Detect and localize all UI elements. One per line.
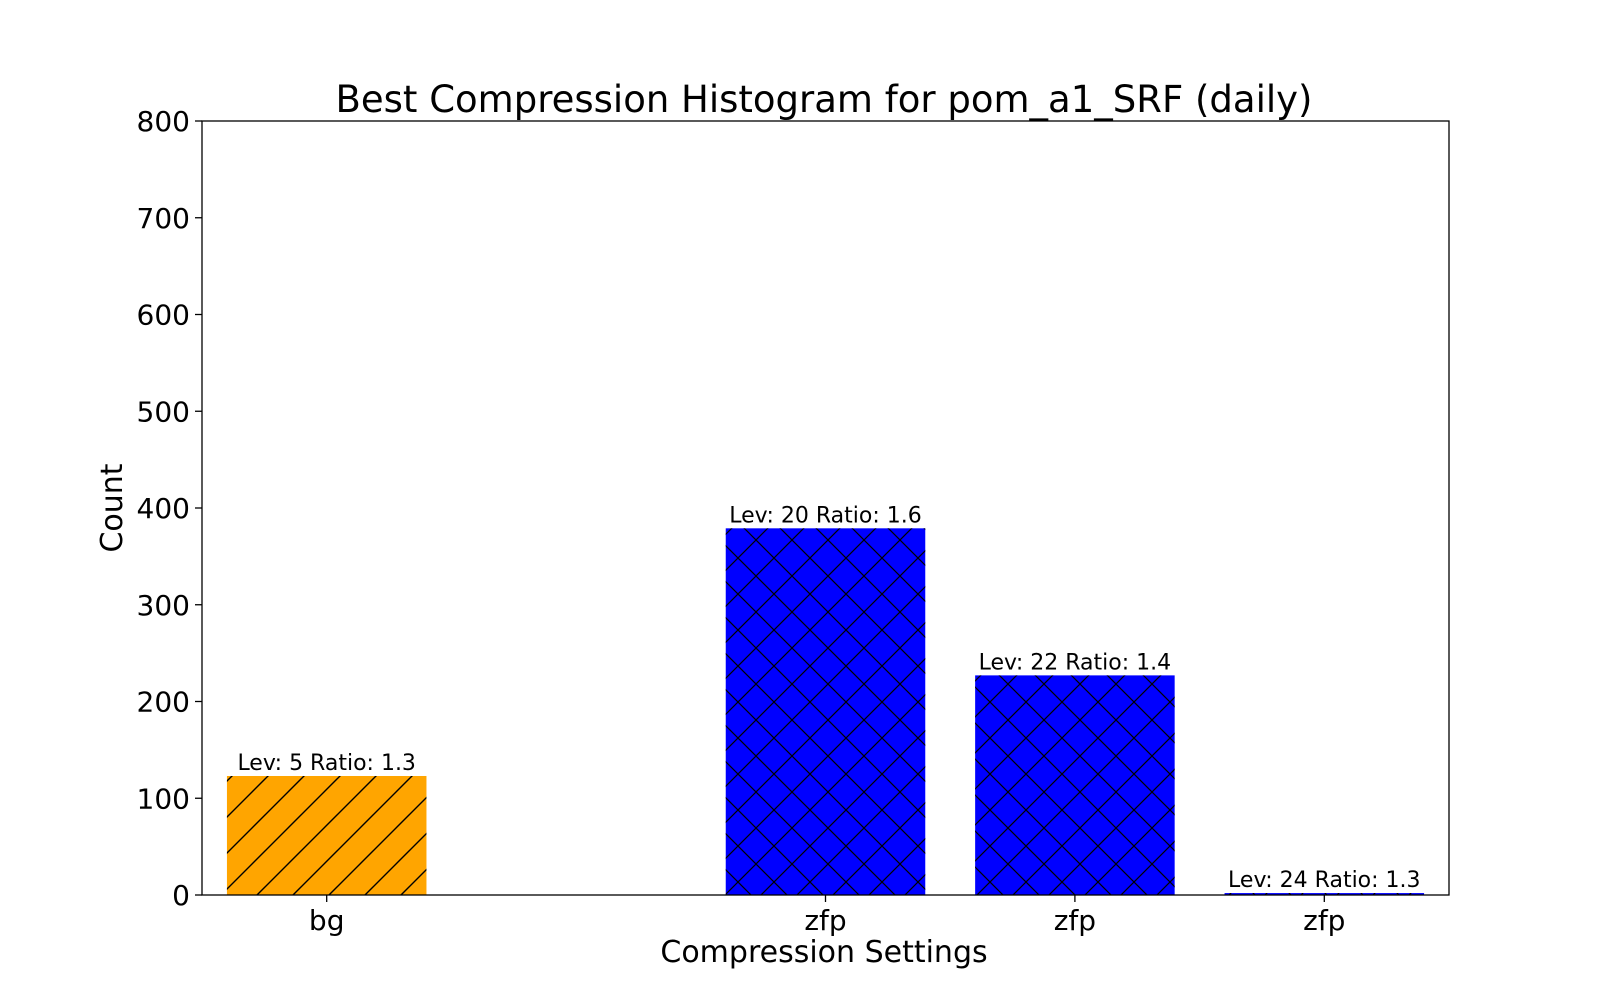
x-axis: bg zfp zfp zfp — [309, 895, 1345, 937]
x-axis-label: Compression Settings — [660, 935, 987, 970]
y-tick-label: 800 — [137, 105, 190, 138]
bar-value-label: Lev: 24 Ratio: 1.3 — [1228, 868, 1421, 893]
y-tick-label: 700 — [137, 202, 190, 235]
bar-hatch-0 — [226, 775, 427, 895]
x-tick-label: zfp — [1303, 904, 1345, 937]
bars-group — [226, 528, 1425, 895]
y-tick-label: 500 — [137, 395, 190, 428]
bar-value-label: Lev: 22 Ratio: 1.4 — [979, 650, 1172, 675]
y-tick-label: 600 — [137, 299, 190, 332]
bar-value-label: Lev: 5 Ratio: 1.3 — [237, 751, 416, 776]
bar-hatch-2 — [975, 675, 1175, 895]
chart-title: Best Compression Histogram for pom_a1_SR… — [336, 78, 1313, 121]
bar-labels-group: Lev: 5 Ratio: 1.3 Lev: 20 Ratio: 1.6 Lev: … — [237, 503, 1420, 893]
y-tick-label: 0 — [172, 879, 190, 912]
x-tick-label: zfp — [804, 904, 846, 937]
y-tick-label: 300 — [137, 589, 190, 622]
y-tick-label: 200 — [137, 686, 190, 719]
x-tick-label: zfp — [1054, 904, 1096, 937]
y-axis: 0 100 200 300 400 500 600 700 800 — [137, 105, 202, 912]
x-tick-label: bg — [309, 904, 345, 937]
y-axis-label: Count — [95, 463, 130, 552]
bar-hatch-3 — [1224, 893, 1425, 895]
bar-value-label: Lev: 20 Ratio: 1.6 — [729, 503, 922, 528]
bar-hatch-1 — [725, 528, 926, 895]
y-tick-label: 100 — [137, 782, 190, 815]
y-tick-label: 400 — [137, 492, 190, 525]
